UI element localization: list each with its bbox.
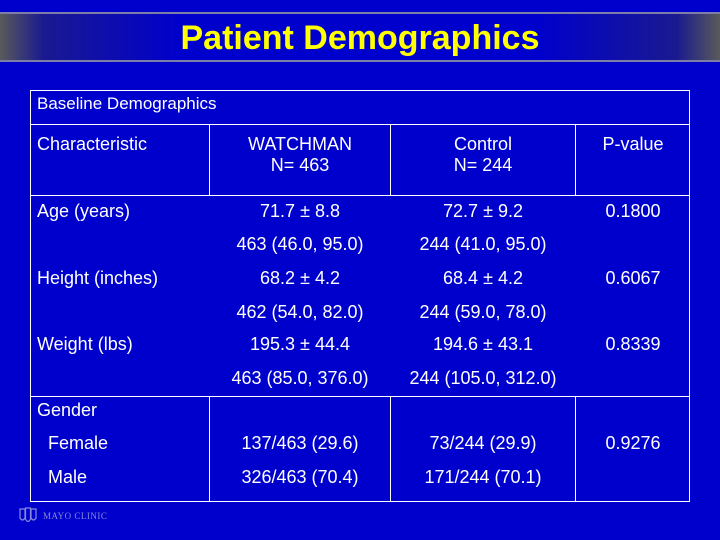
- table-frame: [30, 90, 690, 502]
- header-pvalue: P-value: [602, 134, 664, 154]
- weight-watchman-range: 463 (85.0, 376.0): [231, 368, 369, 388]
- height-watchman-mean: 68.2 ± 4.2: [260, 268, 340, 288]
- column-divider: [575, 396, 576, 502]
- column-divider: [390, 125, 391, 195]
- row-label-height: Height (inches): [37, 268, 159, 288]
- column-divider: [390, 396, 391, 502]
- header-control-n: N= 244: [453, 155, 513, 175]
- height-control-mean: 68.4 ± 4.2: [443, 268, 523, 288]
- age-control-range: 244 (41.0, 95.0): [419, 234, 547, 254]
- row-label-female: Female: [48, 433, 109, 453]
- row-divider: [30, 195, 690, 196]
- height-watchman-range: 462 (54.0, 82.0): [236, 302, 364, 322]
- age-watchman-range: 463 (46.0, 95.0): [236, 234, 364, 254]
- title-band: [0, 12, 720, 62]
- female-watchman: 137/463 (29.6): [241, 433, 359, 453]
- mayo-shields-icon: [19, 507, 37, 523]
- slide-title: Patient Demographics: [180, 19, 540, 57]
- age-watchman-mean: 71.7 ± 8.8: [260, 201, 340, 221]
- weight-control-range: 244 (105.0, 312.0): [409, 368, 557, 388]
- column-divider: [209, 125, 210, 195]
- row-divider: [30, 396, 690, 397]
- header-watchman: WATCHMAN: [248, 134, 352, 154]
- row-label-age: Age (years): [37, 201, 131, 221]
- weight-watchman-mean: 195.3 ± 44.4: [250, 334, 350, 354]
- column-divider: [209, 396, 210, 502]
- height-pvalue: 0.6067: [605, 268, 661, 288]
- header-control: Control: [453, 134, 513, 154]
- caption-row: [30, 90, 690, 125]
- height-control-range: 244 (59.0, 78.0): [419, 302, 547, 322]
- gender-pvalue: 0.9276: [605, 433, 661, 453]
- male-control: 171/244 (70.1): [424, 467, 542, 487]
- weight-pvalue: 0.8339: [605, 334, 661, 354]
- row-label-male: Male: [48, 467, 88, 487]
- table-caption: Baseline Demographics: [37, 94, 217, 113]
- female-control: 73/244 (29.9): [429, 433, 537, 453]
- male-watchman: 326/463 (70.4): [241, 467, 359, 487]
- age-control-mean: 72.7 ± 9.2: [443, 201, 523, 221]
- header-characteristic: Characteristic: [37, 134, 148, 154]
- row-label-weight: Weight (lbs): [37, 334, 133, 354]
- weight-control-mean: 194.6 ± 43.1: [433, 334, 533, 354]
- logo-text: MAYO CLINIC: [43, 511, 108, 521]
- mayo-clinic-logo: MAYO CLINIC: [18, 505, 107, 527]
- age-pvalue: 0.1800: [605, 201, 661, 221]
- header-watchman-n: N= 463: [270, 155, 330, 175]
- column-divider: [575, 125, 576, 195]
- row-label-gender: Gender: [37, 400, 98, 420]
